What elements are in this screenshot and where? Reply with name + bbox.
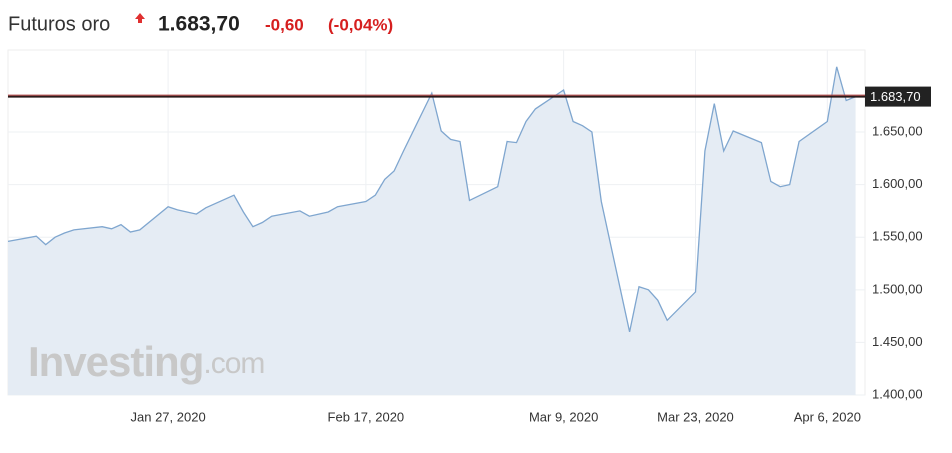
watermark: Investing.com [28, 338, 264, 385]
last-price: 1.683,70 [158, 13, 240, 36]
change-percent: (-0,04%) [328, 15, 393, 34]
y-tick-label: 1.550,00 [872, 229, 923, 244]
down-icon [135, 13, 145, 23]
y-tick-label: 1.400,00 [872, 386, 923, 401]
watermark-brand: Investing [28, 338, 203, 385]
y-tick-label: 1.500,00 [872, 281, 923, 296]
price-tag [865, 86, 931, 107]
line [7, 66, 856, 333]
y-tick-label: 1.650,00 [872, 123, 923, 138]
y-tick-label: 1.450,00 [872, 334, 923, 349]
x-tick-label: Mar 23, 2020 [657, 409, 734, 424]
watermark-suffix: .com [203, 347, 264, 380]
y-tick-label: 1.600,00 [872, 176, 923, 191]
plot: 1.400,00 1.450,00 1.500,00 1.550,00 1.600,00… [7, 49, 931, 424]
x-tick-label: Jan 27, 2020 [131, 409, 206, 424]
price-tag-label: 1.683,70 [870, 89, 921, 104]
area [8, 66, 856, 396]
x-tick-label: Mar 9, 2020 [529, 409, 598, 424]
x-tick-label: Feb 17, 2020 [328, 409, 405, 424]
x-tick-label: Apr 6, 2020 [794, 409, 861, 424]
change: -0,60 [265, 15, 304, 34]
chart-title: Futuros oro [8, 13, 110, 35]
